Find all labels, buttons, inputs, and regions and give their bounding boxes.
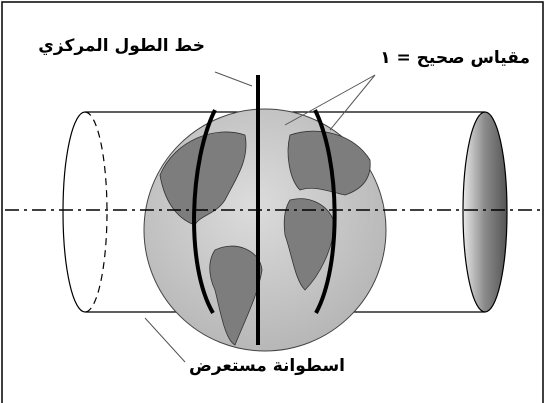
cylinder-left-end [62, 111, 86, 313]
leader-line [329, 74, 376, 131]
cylinder-label: اسطوانة مستعرض [189, 356, 345, 376]
true-scale-label: مقياس صحيح = ١ [380, 48, 530, 68]
true-scale-line-left [192, 109, 217, 315]
continents [159, 130, 371, 346]
cylinder-left-end-hidden [84, 111, 108, 313]
leader-line [284, 74, 376, 126]
central-meridian-label: خط الطول المركزي [38, 36, 205, 56]
cylinder-right-end [462, 111, 508, 313]
leader-line [214, 71, 253, 87]
true-scale-line-right [313, 109, 337, 314]
leader-line [144, 317, 186, 363]
